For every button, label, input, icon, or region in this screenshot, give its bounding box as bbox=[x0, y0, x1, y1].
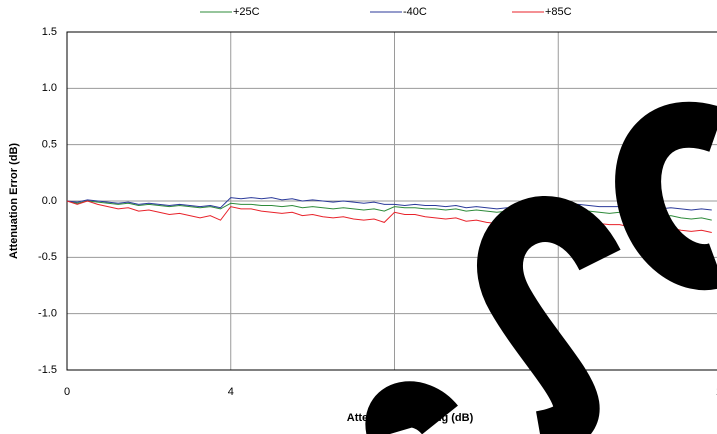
x-tick-label: 16 bbox=[716, 386, 717, 398]
x-tick-label: 4 bbox=[228, 386, 234, 398]
y-axis-title: Attenuation Error (dB) bbox=[8, 143, 20, 259]
series-line bbox=[66, 197, 712, 212]
legend-label: +85C bbox=[545, 6, 572, 18]
y-tick-label: 1.0 bbox=[42, 82, 57, 94]
watermark-s bbox=[477, 196, 621, 434]
watermark-s2 bbox=[365, 381, 458, 434]
watermark-c bbox=[615, 101, 717, 291]
series-line bbox=[66, 200, 712, 221]
y-tick-label: 1.5 bbox=[42, 26, 57, 38]
watermark bbox=[365, 101, 717, 434]
series-line bbox=[66, 200, 712, 234]
legend-label: -40C bbox=[403, 6, 427, 18]
y-tick-label: 0.5 bbox=[42, 139, 57, 151]
y-tick-label: -0.5 bbox=[38, 251, 57, 263]
plot-area: -1.5-1.0-0.50.00.51.01.50481216 bbox=[38, 26, 717, 398]
legend-label: +25C bbox=[233, 6, 260, 18]
y-tick-label: 0.0 bbox=[42, 195, 57, 207]
x-tick-label: 0 bbox=[64, 386, 70, 398]
y-tick-label: -1.0 bbox=[38, 308, 57, 320]
y-tick-label: -1.5 bbox=[38, 364, 57, 376]
